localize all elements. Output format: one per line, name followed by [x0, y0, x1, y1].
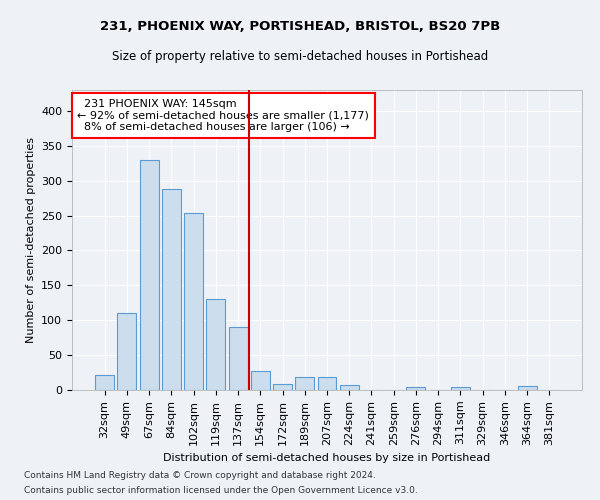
Bar	[340, 385, 359, 390]
Bar	[140, 160, 158, 390]
Bar	[518, 386, 536, 390]
Bar	[406, 387, 425, 390]
Text: Contains public sector information licensed under the Open Government Licence v3: Contains public sector information licen…	[24, 486, 418, 495]
Bar	[317, 378, 337, 390]
Y-axis label: Number of semi-detached properties: Number of semi-detached properties	[26, 137, 35, 343]
Bar	[273, 384, 292, 390]
Bar	[229, 327, 248, 390]
Bar	[118, 314, 136, 390]
Text: Contains HM Land Registry data © Crown copyright and database right 2024.: Contains HM Land Registry data © Crown c…	[24, 471, 376, 480]
Text: Size of property relative to semi-detached houses in Portishead: Size of property relative to semi-detach…	[112, 50, 488, 63]
Bar	[451, 387, 470, 390]
Bar	[295, 378, 314, 390]
Bar	[251, 371, 270, 390]
Bar	[184, 214, 203, 390]
Bar	[162, 189, 181, 390]
Text: 231 PHOENIX WAY: 145sqm
← 92% of semi-detached houses are smaller (1,177)
  8% o: 231 PHOENIX WAY: 145sqm ← 92% of semi-de…	[77, 99, 369, 132]
X-axis label: Distribution of semi-detached houses by size in Portishead: Distribution of semi-detached houses by …	[163, 453, 491, 463]
Text: 231, PHOENIX WAY, PORTISHEAD, BRISTOL, BS20 7PB: 231, PHOENIX WAY, PORTISHEAD, BRISTOL, B…	[100, 20, 500, 33]
Bar	[206, 298, 225, 390]
Bar	[95, 374, 114, 390]
